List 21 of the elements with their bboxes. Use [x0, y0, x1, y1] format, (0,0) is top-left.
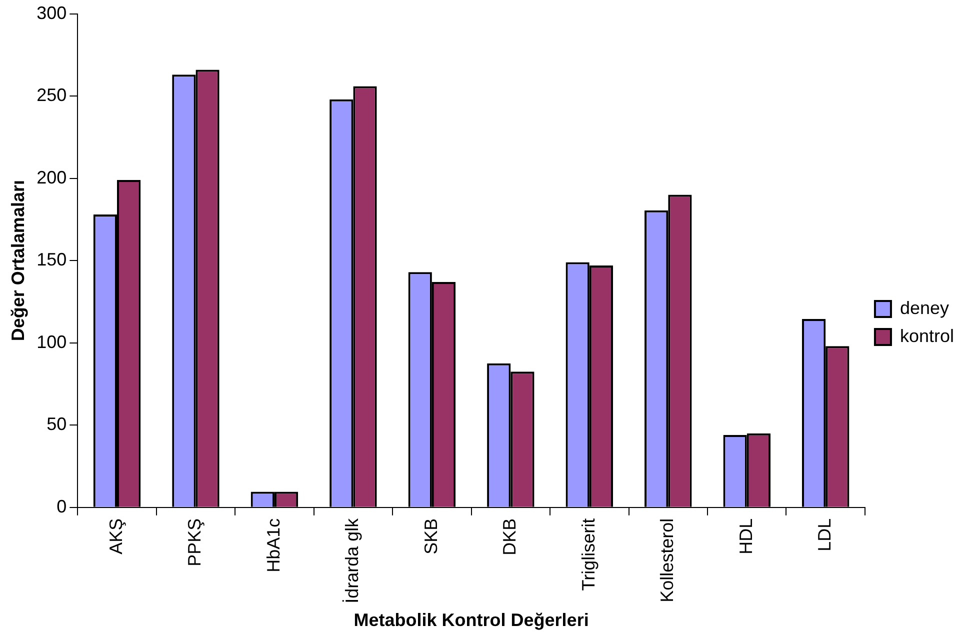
y-tick-label: 200: [36, 167, 67, 188]
y-tick-label: 0: [56, 496, 67, 516]
legend-label: deney: [900, 298, 950, 318]
x-tick-label: İdrarda glk: [342, 517, 362, 604]
x-tick-label: HbA1c: [263, 518, 284, 572]
x-tick-label: PPKŞ: [184, 518, 205, 566]
x-tick-label: AKŞ: [106, 518, 126, 554]
y-tick-label: 250: [36, 85, 67, 106]
y-tick-label: 50: [46, 414, 67, 434]
x-tick-label: HDL: [736, 518, 756, 554]
y-tick-label: 300: [36, 2, 67, 23]
legend-label: kontrol: [900, 326, 954, 346]
y-axis-title: Değer Ortalamaları: [8, 180, 28, 342]
x-tick-label: LDL: [814, 518, 835, 552]
x-tick-label: Kollesterol: [657, 518, 678, 602]
y-tick-label: 100: [36, 332, 67, 352]
x-tick-label: SKB: [420, 518, 441, 554]
x-tick-label: Trigliserit: [578, 518, 598, 591]
y-tick-label: 150: [36, 250, 67, 270]
x-axis-title: Metabolik Kontrol Değerleri: [354, 610, 589, 630]
x-tick-label: DKB: [500, 518, 520, 556]
